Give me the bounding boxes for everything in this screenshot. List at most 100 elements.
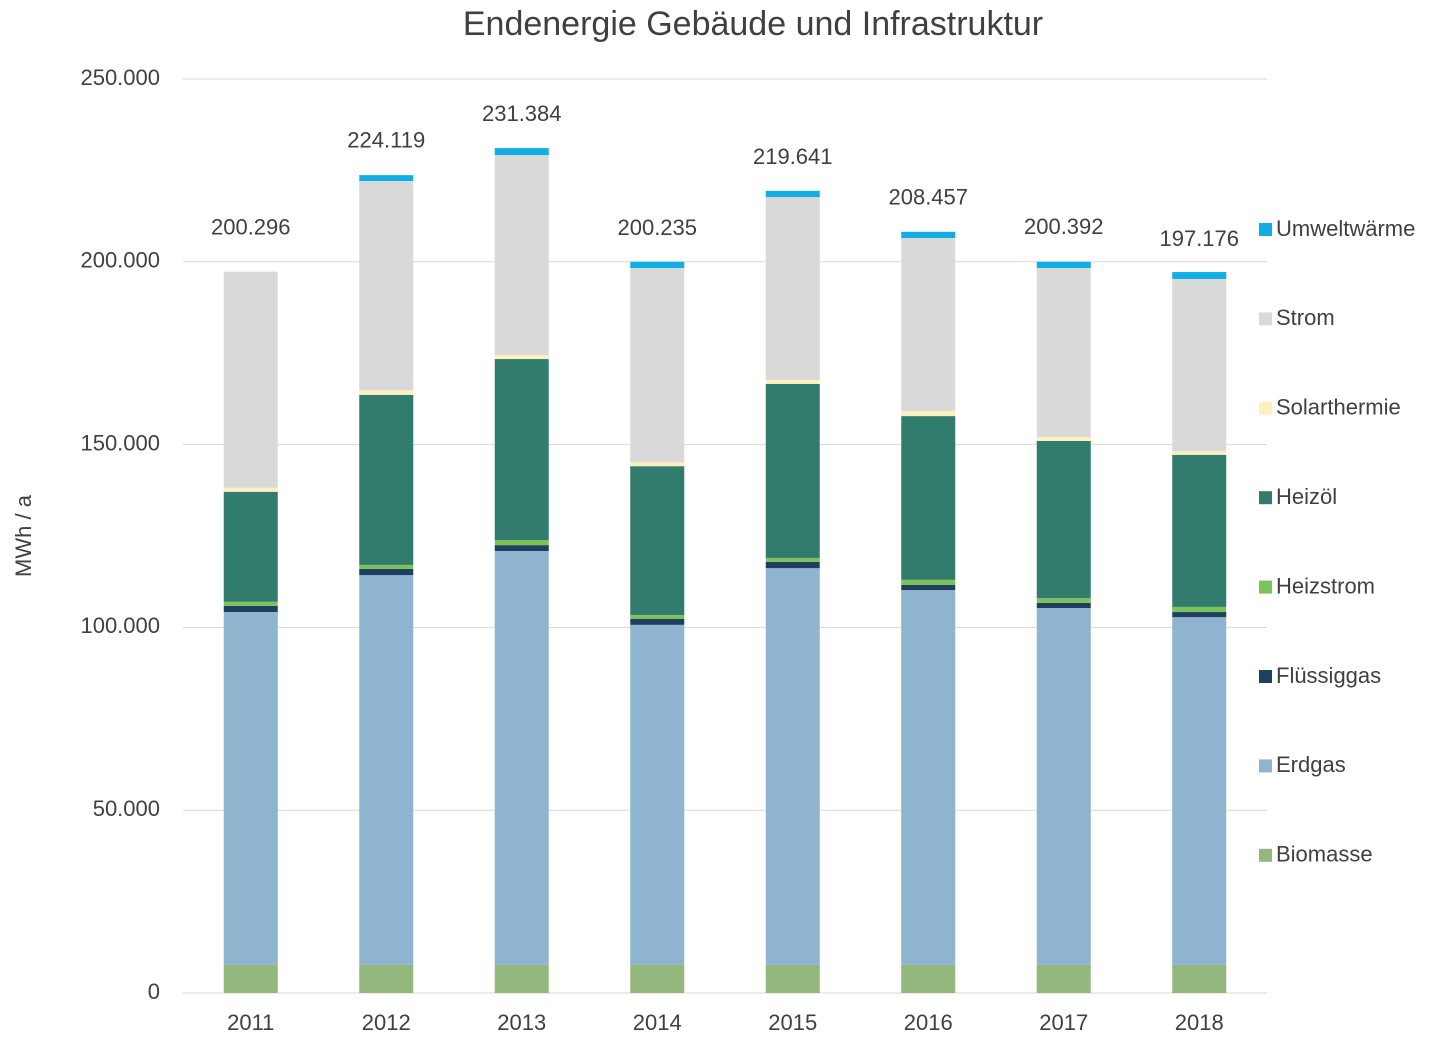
x-tick-label: 2014 (633, 1010, 682, 1035)
bar-segment (1172, 278, 1227, 452)
legend-label: Umweltwärme (1276, 216, 1415, 241)
y-tick-label: 150.000 (80, 430, 160, 455)
legend-swatch (1259, 223, 1272, 236)
total-label: 219.641 (753, 144, 833, 169)
bar-segment (359, 175, 414, 182)
bar-segment (1036, 436, 1091, 441)
bar-segment (494, 964, 549, 993)
bar-segment (1172, 617, 1227, 965)
bar-segment (630, 462, 685, 467)
total-label: 208.457 (888, 185, 968, 210)
bar-segment (359, 964, 414, 993)
bar-segment (1036, 598, 1091, 603)
bar-segment (901, 579, 956, 585)
bar-segment (765, 568, 820, 965)
bar-segment (223, 491, 278, 602)
bar-segment (630, 614, 685, 619)
legend-swatch (1259, 312, 1272, 326)
bar-segment (765, 197, 820, 380)
bar-segment (1036, 261, 1091, 269)
bar-segment (1172, 272, 1227, 279)
bar-segment (630, 261, 685, 269)
bar-segment (223, 964, 278, 993)
bar-segment (494, 359, 549, 541)
bar-segment (1172, 964, 1227, 993)
bar-segment (359, 394, 414, 565)
legend-label: Flüssiggas (1276, 663, 1381, 688)
bar-segment (765, 557, 820, 562)
x-tick-label: 2013 (497, 1010, 546, 1035)
x-tick-label: 2012 (362, 1010, 411, 1035)
bar-segment (901, 416, 956, 580)
bar-segment (359, 181, 414, 391)
y-axis-label: MWh / a (11, 494, 36, 577)
legend-swatch (1259, 491, 1272, 505)
bar-segment (901, 590, 956, 965)
bar-segment (494, 540, 549, 546)
y-tick-label: 100.000 (80, 613, 160, 638)
bar-segment (1172, 612, 1227, 618)
bar-segment (765, 964, 820, 993)
legend-label: Strom (1276, 305, 1335, 330)
bar-segment (1036, 964, 1091, 993)
bar-segment (765, 383, 820, 558)
bar-segment (494, 550, 549, 965)
bar-segment (1036, 602, 1091, 609)
legend-label: Heizstrom (1276, 573, 1375, 598)
y-tick-label: 200.000 (80, 248, 160, 273)
bar-segment (901, 964, 956, 993)
bar-segment (359, 390, 414, 395)
bar-segment (359, 564, 414, 569)
legend-swatch (1259, 759, 1272, 773)
bar-segment (494, 355, 549, 360)
bar-segment (494, 545, 549, 551)
total-label: 197.176 (1159, 226, 1239, 251)
bar-segment (223, 605, 278, 613)
x-tick-label: 2011 (227, 1010, 274, 1035)
bar-segment (630, 618, 685, 625)
bar-segment (1172, 454, 1227, 607)
y-tick-label: 0 (148, 979, 160, 1004)
x-tick-label: 2016 (904, 1010, 953, 1035)
bar-segment (494, 148, 549, 156)
bar-segment (630, 624, 685, 965)
total-label: 200.392 (1024, 214, 1104, 239)
bar-segment (223, 601, 278, 606)
bar-segment (1036, 608, 1091, 965)
x-tick-label: 2017 (1039, 1010, 1088, 1035)
bar-segment (1172, 606, 1227, 613)
bar-segment (901, 231, 956, 239)
total-label: 200.296 (211, 215, 291, 240)
x-tick-label: 2015 (768, 1010, 817, 1035)
bar-segment (1036, 268, 1091, 437)
bar-segment (630, 466, 685, 615)
bar-segment (901, 410, 956, 417)
total-label: 231.384 (482, 101, 562, 126)
bar-segment (359, 568, 414, 576)
bar-segment (1036, 440, 1091, 599)
bar-segment (223, 487, 278, 492)
bar-segment (765, 379, 820, 384)
legend-swatch (1259, 670, 1272, 683)
legend-label: Solarthermie (1276, 395, 1401, 420)
bar-segment (630, 268, 685, 463)
bar-segment (359, 575, 414, 965)
bar-segment (223, 271, 278, 488)
bar-segment (1172, 451, 1227, 455)
y-tick-label: 50.000 (93, 796, 160, 821)
legend-label: Heizöl (1276, 484, 1337, 509)
legend-swatch (1259, 848, 1272, 862)
x-tick-label: 2018 (1175, 1010, 1224, 1035)
bar-segment (494, 155, 549, 356)
y-tick-label: 250.000 (80, 65, 160, 90)
bar-segment (223, 612, 278, 965)
bar-segment (901, 584, 956, 591)
total-label: 200.235 (617, 215, 697, 240)
bar-segment (765, 190, 820, 198)
legend-label: Biomasse (1276, 842, 1373, 867)
chart-title: Endenergie Gebäude und Infrastruktur (463, 5, 1043, 43)
legend-label: Erdgas (1276, 752, 1346, 777)
legend-swatch (1259, 580, 1272, 594)
total-label: 224.119 (347, 127, 425, 152)
